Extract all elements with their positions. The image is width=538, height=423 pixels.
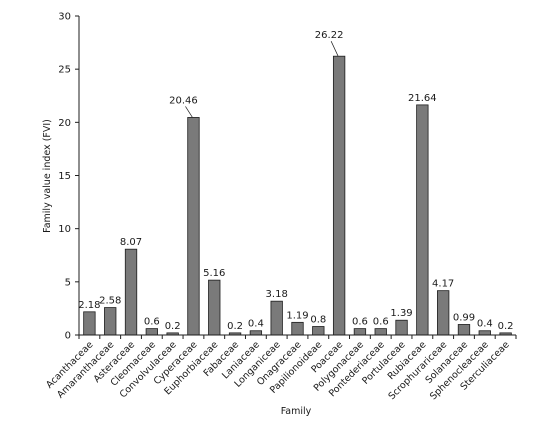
data-label: 0.4 xyxy=(477,319,493,330)
bar xyxy=(83,311,96,336)
bar xyxy=(457,324,471,336)
bar xyxy=(353,328,367,336)
data-label: 0.99 xyxy=(453,312,475,323)
data-label: 2.58 xyxy=(99,296,121,307)
data-label: 0.4 xyxy=(248,319,264,330)
data-label: 26.22 xyxy=(315,30,344,41)
bar xyxy=(478,330,491,336)
data-label: 3.18 xyxy=(266,289,288,300)
y-tick-label: 5 xyxy=(65,277,71,288)
bar xyxy=(395,319,408,336)
data-label: 2.18 xyxy=(78,300,100,311)
data-label: 0.6 xyxy=(144,317,160,328)
data-label: 5.16 xyxy=(203,268,225,279)
bar xyxy=(332,55,346,336)
bar xyxy=(208,279,221,336)
bar xyxy=(270,300,283,336)
bars xyxy=(83,55,512,336)
data-label: 20.46 xyxy=(169,95,198,106)
data-label: 4.17 xyxy=(432,279,454,290)
bar xyxy=(374,328,387,336)
data-label: 21.64 xyxy=(408,93,437,104)
data-label: 0.6 xyxy=(352,317,368,328)
bar xyxy=(249,330,263,336)
x-axis-title: Family xyxy=(281,406,312,417)
data-label: 0.8 xyxy=(310,314,326,325)
x-axis: AcanthaceaeAmaranthaceaeAsteraceaeCleoma… xyxy=(44,334,517,402)
y-tick-label: 10 xyxy=(58,224,71,235)
y-tick-label: 25 xyxy=(58,65,71,76)
y-tick-label: 15 xyxy=(58,171,71,182)
y-axis-title: Family value index (FVI) xyxy=(42,119,53,233)
data-labels: 2.182.58 8.07 0.6 0.2 20.46 5.16 0.2 0.4 3.18 1.1… xyxy=(78,30,513,332)
data-label: 1.39 xyxy=(390,308,412,319)
bar xyxy=(437,290,450,336)
data-label-leader xyxy=(330,41,339,57)
data-label: 0.2 xyxy=(165,321,181,332)
data-label: 0.2 xyxy=(498,321,514,332)
bar xyxy=(416,104,429,336)
data-label: 0.2 xyxy=(227,321,243,332)
data-label: 0.6 xyxy=(373,317,389,328)
bar xyxy=(145,328,158,336)
data-label-leader xyxy=(185,106,193,118)
bar xyxy=(312,326,325,336)
bar xyxy=(124,248,138,336)
data-label: 8.07 xyxy=(120,237,142,248)
bar xyxy=(291,321,304,336)
y-tick-label: 0 xyxy=(65,331,71,342)
bar xyxy=(187,117,200,336)
y-axis: 0 5 10 15 20 25 30 xyxy=(58,12,80,342)
y-tick-label: 30 xyxy=(58,12,71,23)
bar xyxy=(104,307,117,336)
data-label: 1.19 xyxy=(286,310,308,321)
y-tick-label: 20 xyxy=(58,118,71,129)
